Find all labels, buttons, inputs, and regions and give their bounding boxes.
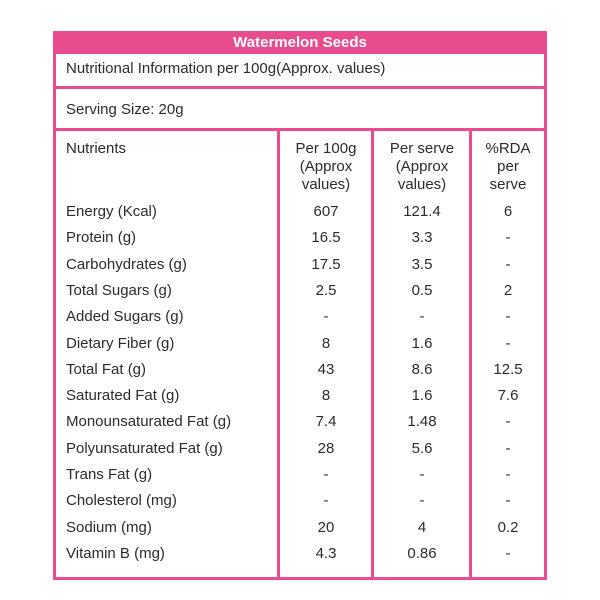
nutrient-name: Polyunsaturated Fat (g) (66, 439, 223, 457)
header-rda-line: serve (489, 176, 527, 193)
column-divider-2 (371, 128, 374, 577)
rda-value: - (505, 334, 511, 352)
table-row: Total Sugars (g) 2.5 0.5 2 (56, 278, 544, 304)
table-row: Total Fat (g) 43 8.6 12.5 (56, 357, 544, 383)
per-100g-value: 7.4 (315, 413, 337, 431)
per-serve-value: 1.48 (407, 413, 437, 431)
per-100g-value: 4.3 (315, 544, 337, 562)
nutrient-name: Total Fat (g) (66, 360, 147, 378)
per-serve-value: 8.6 (411, 360, 433, 378)
table-row: Carbohydrates (g) 17.5 3.5 - (56, 252, 544, 278)
header-rda: %RDA per serve (472, 140, 544, 194)
per-100g-value: 8 (321, 387, 331, 405)
rda-value: - (505, 439, 511, 457)
header-rda-line: per (497, 158, 519, 175)
table-row: Monounsaturated Fat (g) 7.4 1.48 - (56, 409, 544, 435)
nutrient-name: Added Sugars (g) (66, 308, 184, 326)
nutrient-name: Saturated Fat (g) (66, 387, 180, 405)
per-serve-value: - (419, 466, 425, 483)
column-divider-1 (277, 128, 280, 577)
per-serve-value: - (419, 308, 425, 326)
nutrition-info-line: Nutritional Information per 100g(Approx.… (66, 60, 386, 77)
header-per-serve-line: values) (397, 176, 447, 193)
table-row: Dietary Fiber (g) 8 1.6 - (56, 331, 544, 357)
per-100g-value: 607 (313, 203, 339, 220)
per-100g-value: 17.5 (311, 255, 341, 273)
per-serve-value: - (419, 492, 425, 510)
rda-value: 0.2 (497, 518, 519, 536)
per-serve-value: 1.6 (411, 334, 433, 352)
header-per-100g: Per 100g (Approx values) (280, 140, 372, 194)
table-row: Cholesterol (mg) - - - (56, 488, 544, 514)
rda-value: - (505, 229, 511, 247)
rda-value: - (505, 308, 511, 326)
rda-value: - (505, 413, 511, 431)
per-100g-value: 20 (317, 518, 335, 536)
header-rda-line: %RDA (485, 140, 531, 157)
nutrient-name: Total Sugars (g) (66, 281, 172, 299)
header-per-100g-line: Per 100g (295, 140, 357, 157)
per-100g-value: 8 (321, 334, 331, 352)
table-row: Saturated Fat (g) 8 1.6 7.6 (56, 383, 544, 409)
per-serve-value: 4 (417, 518, 427, 536)
rda-value: 12.5 (493, 360, 523, 378)
per-100g-value: 28 (317, 439, 335, 457)
table-row: Added Sugars (g) - - - (56, 304, 544, 330)
per-serve-value: 0.5 (411, 281, 433, 299)
table-row: Sodium (mg) 20 4 0.2 (56, 515, 544, 541)
rda-value: - (505, 492, 511, 510)
nutrient-name: Carbohydrates (g) (66, 255, 187, 273)
nutrient-name: Energy (Kcal) (66, 203, 157, 220)
nutrient-name: Vitamin B (mg) (66, 544, 165, 562)
divider-info (56, 86, 544, 89)
per-100g-value: - (323, 308, 329, 326)
per-100g-value: 43 (317, 360, 335, 378)
serving-size: Serving Size: 20g (66, 101, 184, 118)
rda-value: - (505, 466, 511, 483)
per-serve-value: 0.86 (407, 544, 437, 562)
nutrient-name: Protein (g) (66, 229, 137, 247)
column-divider-3 (469, 128, 472, 577)
table-title: Watermelon Seeds (56, 31, 544, 54)
header-nutrients: Nutrients (66, 140, 127, 157)
nutrition-table: Watermelon Seeds Nutritional Information… (53, 31, 547, 580)
rda-value: - (505, 544, 511, 562)
nutrient-name: Trans Fat (g) (66, 466, 153, 483)
header-per-serve-line: (Approx (395, 158, 449, 175)
nutrient-name: Sodium (mg) (66, 518, 152, 536)
per-serve-value: 1.6 (411, 387, 433, 405)
header-per-100g-line: values) (301, 176, 351, 193)
nutrient-name: Cholesterol (mg) (66, 492, 177, 510)
per-100g-value: 16.5 (311, 229, 341, 247)
rda-value: 2 (503, 281, 513, 299)
rda-value: 6 (503, 203, 513, 220)
table-row: Polyunsaturated Fat (g) 28 5.6 - (56, 436, 544, 462)
per-100g-value: - (323, 492, 329, 510)
per-serve-value: 3.5 (411, 255, 433, 273)
per-100g-value: 2.5 (315, 281, 337, 299)
nutrient-name: Dietary Fiber (g) (66, 334, 175, 352)
header-per-serve-line: Per serve (389, 140, 455, 157)
table-row: Energy (Kcal) 607 121.4 6 (56, 199, 544, 225)
per-serve-value: 121.4 (403, 203, 441, 220)
per-100g-value: - (323, 466, 329, 483)
rda-value: - (505, 255, 511, 273)
header-per-serve: Per serve (Approx values) (374, 140, 470, 194)
header-per-100g-line: (Approx (299, 158, 353, 175)
table-row: Trans Fat (g) - - - (56, 462, 544, 488)
per-serve-value: 3.3 (411, 229, 433, 247)
rda-value: 7.6 (497, 387, 519, 405)
table-row: Protein (g) 16.5 3.3 - (56, 225, 544, 251)
table-row: Vitamin B (mg) 4.3 0.86 - (56, 541, 544, 567)
divider-serving (56, 128, 544, 131)
nutrient-name: Monounsaturated Fat (g) (66, 413, 232, 431)
per-serve-value: 5.6 (411, 439, 433, 457)
